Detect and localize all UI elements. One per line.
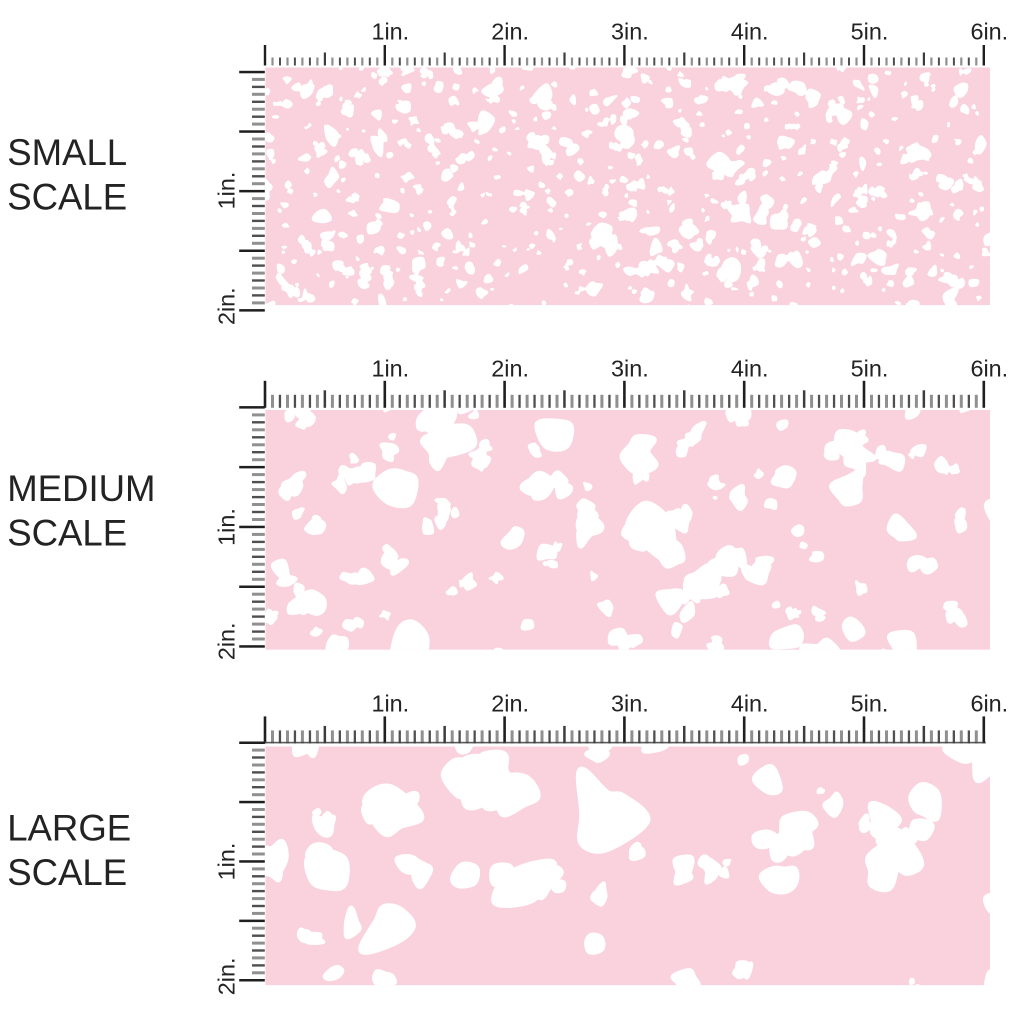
svg-text:2in.: 2in.: [491, 19, 529, 45]
svg-text:5in.: 5in.: [851, 19, 889, 45]
svg-text:2in.: 2in.: [214, 287, 240, 325]
svg-text:4in.: 4in.: [731, 691, 769, 717]
svg-text:SCALE: SCALE: [7, 177, 127, 218]
svg-text:1in.: 1in.: [371, 19, 409, 45]
svg-text:2in.: 2in.: [491, 691, 529, 717]
svg-text:3in.: 3in.: [611, 691, 649, 717]
svg-text:1in.: 1in.: [214, 843, 240, 881]
svg-text:5in.: 5in.: [851, 356, 889, 382]
svg-text:SMALL: SMALL: [7, 132, 127, 173]
svg-text:5in.: 5in.: [851, 691, 889, 717]
svg-text:2in.: 2in.: [214, 622, 240, 660]
svg-text:6in.: 6in.: [970, 19, 1008, 45]
svg-text:4in.: 4in.: [731, 356, 769, 382]
svg-text:4in.: 4in.: [731, 19, 769, 45]
svg-text:6in.: 6in.: [970, 356, 1008, 382]
svg-text:2in.: 2in.: [214, 958, 240, 996]
svg-text:LARGE: LARGE: [7, 808, 131, 849]
svg-text:2in.: 2in.: [491, 356, 529, 382]
svg-text:3in.: 3in.: [611, 356, 649, 382]
svg-text:3in.: 3in.: [611, 19, 649, 45]
svg-text:MEDIUM: MEDIUM: [7, 468, 155, 509]
svg-text:1in.: 1in.: [214, 172, 240, 210]
svg-text:6in.: 6in.: [970, 691, 1008, 717]
svg-text:1in.: 1in.: [214, 508, 240, 546]
svg-text:SCALE: SCALE: [7, 513, 127, 554]
svg-text:1in.: 1in.: [371, 691, 409, 717]
svg-text:1in.: 1in.: [371, 356, 409, 382]
svg-text:SCALE: SCALE: [7, 852, 127, 893]
